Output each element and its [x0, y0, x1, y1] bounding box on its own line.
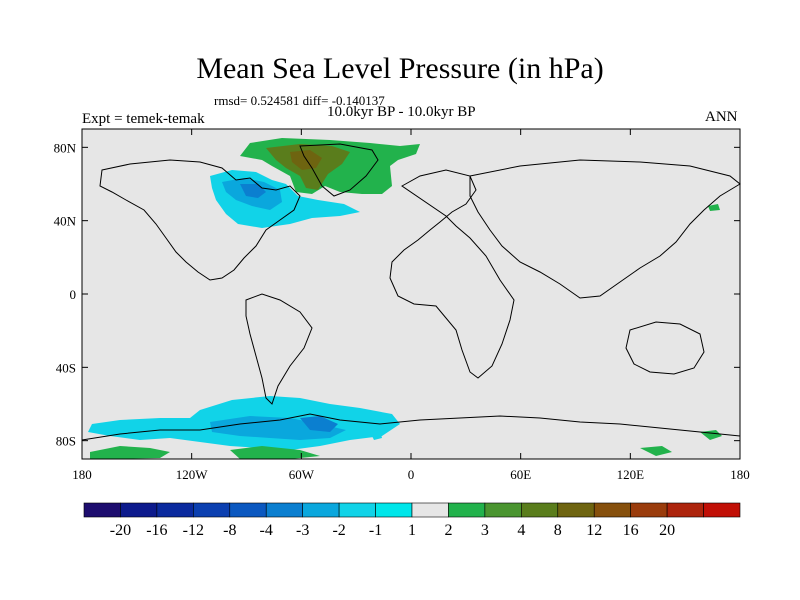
ross-sea-negative — [370, 430, 382, 440]
map-title: Mean Sea Level Pressure (in hPa) — [196, 52, 604, 85]
greenland-core-positive — [290, 150, 322, 170]
coastlines-layer — [81, 143, 741, 441]
colorbar-label: 8 — [554, 522, 562, 539]
colorbar-swatch — [557, 502, 595, 518]
x-tick-label: 0 — [408, 467, 415, 482]
subtitle: 10.0kyr BP - 10.0kyr BP — [327, 104, 476, 120]
south-america-coast — [245, 293, 313, 405]
colorbar-label: 2 — [444, 522, 452, 539]
y-tick-label: 80N — [54, 140, 77, 155]
greenland-coast — [299, 143, 379, 197]
weddell-core-negative — [300, 416, 338, 432]
europe-africa-coast — [389, 169, 515, 379]
weddell-mid-negative — [210, 416, 346, 440]
north-america-coast — [99, 159, 301, 281]
colorbar-swatch — [302, 502, 340, 518]
colorbar-swatch — [229, 502, 267, 518]
x-tick-label: 120W — [176, 467, 209, 482]
colorbar-label: -1 — [369, 522, 382, 539]
x-tick-label: 60E — [510, 467, 531, 482]
colorbar-swatch — [593, 502, 631, 518]
colorbar-swatch — [120, 502, 158, 518]
axis-ticks: 180 120W 60W 0 60E 120E 180 80N 40N 0 40S 80S — [54, 129, 750, 482]
colorbar-label: -2 — [332, 522, 345, 539]
colorbar-swatch — [521, 502, 559, 518]
colorbar-label: -3 — [296, 522, 309, 539]
colorbar-swatch — [666, 502, 704, 518]
x-tick-label: 180 — [730, 467, 750, 482]
colorbar-swatch — [193, 502, 231, 518]
colorbar-label: 20 — [659, 522, 675, 539]
experiment-label: Expt = temek-temak — [82, 111, 205, 127]
colorbar-label: -8 — [223, 522, 236, 539]
colorbar-swatch — [375, 502, 413, 518]
colorbar-swatch — [448, 502, 486, 518]
colorbar-swatch — [703, 502, 741, 518]
colorbar-swatch — [156, 502, 194, 518]
colorbar-label: -16 — [146, 522, 167, 539]
asia-coast — [469, 159, 741, 299]
y-tick-label: 80S — [56, 434, 76, 449]
anomaly-fill-layer — [88, 138, 722, 459]
colorbar-swatch — [411, 502, 449, 518]
colorbar-label: 12 — [586, 522, 602, 539]
colorbar-swatch — [484, 502, 522, 518]
season-label: ANN — [705, 109, 738, 125]
hudson-core-negative — [240, 184, 266, 198]
colorbar-swatch — [338, 502, 376, 518]
y-tick-label: 40S — [56, 360, 76, 375]
colorbar-label: -12 — [183, 522, 204, 539]
y-tick-label: 0 — [70, 287, 77, 302]
antarctica-coast — [81, 413, 741, 441]
x-tick-label: 120E — [617, 467, 645, 482]
pacific-sector-positive — [640, 446, 672, 456]
map-background — [82, 129, 740, 459]
colorbar-label: -4 — [260, 522, 273, 539]
antarctic-positive-west — [90, 446, 170, 459]
colorbar-label: 3 — [481, 522, 489, 539]
colorbar-label: 4 — [517, 522, 525, 539]
x-tick-label: 180 — [72, 467, 92, 482]
colorbar: -20 -16 -12 -8 -4 -3 -2 -1 1 2 3 4 8 12 16 20 — [83, 502, 741, 539]
colorbar-label: -20 — [110, 522, 131, 539]
australia-coast — [625, 321, 705, 375]
antarctic-positive-central — [230, 446, 320, 459]
y-tick-label: 40N — [54, 214, 77, 229]
colorbar-swatch — [630, 502, 668, 518]
colorbar-label: 1 — [408, 522, 416, 539]
stats-label: rmsd= 0.524581 diff= -0.140137 — [214, 93, 385, 108]
x-tick-label: 60W — [289, 467, 315, 482]
colorbar-label: 16 — [623, 522, 639, 539]
colorbar-swatch — [83, 502, 121, 518]
colorbar-swatch — [265, 502, 303, 518]
kamchatka-positive — [708, 204, 720, 211]
